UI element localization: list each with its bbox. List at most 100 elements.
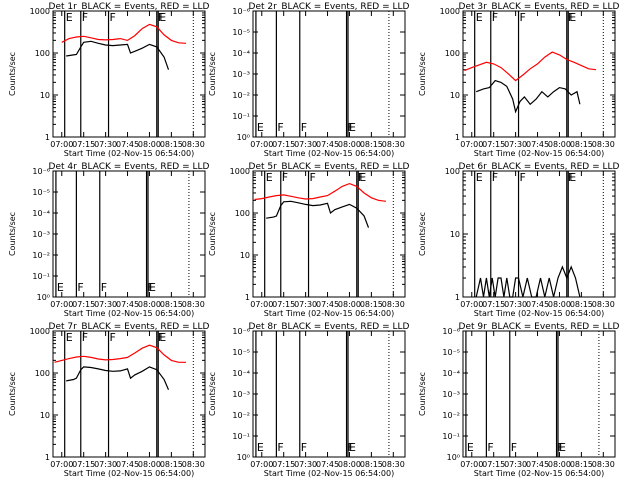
event-marker-label: F <box>77 281 83 294</box>
x-tick-label: 07:30 <box>294 300 317 309</box>
panel-title: Det 9r_BLACK = Events, RED = LLD <box>459 322 620 332</box>
x-tick-label: 08:15 <box>570 140 593 149</box>
x-tick-label: 07:15 <box>72 140 95 149</box>
y-tick-label: 10⁻⁵ <box>442 348 460 357</box>
x-tick-label: 07:45 <box>316 460 339 469</box>
plot-frame <box>252 170 406 298</box>
x-tick-label: 08:30 <box>382 300 405 309</box>
x-tick-label: 07:15 <box>482 460 505 469</box>
y-tick-label: 1 <box>455 293 460 302</box>
y-axis-label: Counts/sec <box>208 372 217 416</box>
y-tick-label: 10⁻² <box>232 91 250 100</box>
event-marker-label: E <box>559 441 566 454</box>
y-tick-label: 10⁻¹ <box>442 432 460 441</box>
detector-panel-1: Det 1r_BLACK = Events, RED = LLD 1 10 100 10… <box>8 2 210 158</box>
x-tick-label: 08:15 <box>160 460 183 469</box>
x-tick-label: 08:15 <box>360 460 383 469</box>
plot-frame <box>52 330 206 458</box>
x-tick-label: 08:15 <box>360 140 383 149</box>
y-tick-label: 10 <box>450 230 460 239</box>
y-tick-label: 100 <box>35 369 50 378</box>
event-marker-label: F <box>148 281 154 294</box>
panel-title: Det 2r_BLACK = Events, RED = LLD <box>249 2 410 12</box>
event-marker-label: E <box>569 11 576 24</box>
event-marker-label: F <box>568 171 574 184</box>
event-marker-label: E <box>257 441 264 454</box>
event-marker-label: E <box>476 171 483 184</box>
y-tick-label: 100 <box>445 167 460 176</box>
x-axis-label: Start Time (02-Nov-15 06:54:00) <box>264 149 394 158</box>
event-marker-label: F <box>82 331 88 344</box>
x-tick-label: 08:15 <box>360 300 383 309</box>
x-tick-label: 08:00 <box>138 460 161 469</box>
x-tick-label: 08:30 <box>182 300 205 309</box>
y-tick-label: 1 <box>245 293 250 302</box>
event-marker-label: E <box>349 441 356 454</box>
event-marker-label: F <box>492 11 498 24</box>
event-marker-label: F <box>301 441 307 454</box>
event-marker-label: F <box>158 331 164 344</box>
event-marker-label: F <box>520 11 526 24</box>
y-tick-label: 10⁻² <box>32 251 50 260</box>
x-tick-label: 08:00 <box>138 140 161 149</box>
event-marker-label: F <box>487 441 493 454</box>
event-marker-label: E <box>476 11 483 24</box>
panel-title: Det 5r_BLACK = Events, RED = LLD <box>249 162 410 172</box>
x-tick-label: 08:00 <box>338 300 361 309</box>
detector-panel-6: Det 6r_BLACK = Events, RED = LLD 1 10 100 Co… <box>418 162 620 318</box>
event-marker-label: E <box>66 11 73 24</box>
event-marker-label: F <box>101 281 107 294</box>
x-tick-label: 08:30 <box>592 140 615 149</box>
y-tick-label: 10⁻⁵ <box>32 188 50 197</box>
detector-panel-4: Det 4r_BLACK = Events, RED = LLD 10⁰ 10⁻¹ 1… <box>8 162 210 318</box>
x-tick-label: 07:15 <box>482 300 505 309</box>
x-tick-label: 08:00 <box>138 300 161 309</box>
detector-panel-2: Det 2r_BLACK = Events, RED = LLD 10⁰ 10⁻¹ 1… <box>208 2 410 158</box>
x-axis-label: Start Time (02-Nov-15 06:54:00) <box>64 469 194 478</box>
x-tick-label: 08:30 <box>182 460 205 469</box>
x-tick-label: 08:15 <box>160 300 183 309</box>
event-marker-label: E <box>66 331 73 344</box>
y-tick-label: 10⁻⁶ <box>232 327 250 336</box>
x-tick-label: 07:30 <box>94 460 117 469</box>
y-axis-label: Counts/sec <box>208 52 217 96</box>
y-axis-label: Counts/sec <box>418 372 427 416</box>
x-tick-label: 08:30 <box>182 140 205 149</box>
y-tick-label: 10⁻⁶ <box>232 7 250 16</box>
x-axis-label: Start Time (02-Nov-15 06:54:00) <box>264 469 394 478</box>
y-axis-label: Counts/sec <box>208 212 217 256</box>
x-tick-label: 07:30 <box>504 300 527 309</box>
event-marker-label: F <box>358 171 364 184</box>
y-tick-label: 1 <box>455 133 460 142</box>
event-marker-label: F <box>158 11 164 24</box>
detector-panel-9: Det 9r_BLACK = Events, RED = LLD 10⁰ 10⁻¹ 1… <box>418 322 620 478</box>
plot-frame <box>52 10 206 138</box>
x-tick-label: 07:00 <box>50 460 73 469</box>
event-marker-label: F <box>511 441 517 454</box>
panel-title: Det 6r_BLACK = Events, RED = LLD <box>459 162 620 172</box>
event-marker-label: F <box>310 171 316 184</box>
x-tick-label: 07:00 <box>50 140 73 149</box>
y-tick-label: 10⁻² <box>442 411 460 420</box>
y-axis-label: Counts/sec <box>8 52 17 96</box>
x-tick-label: 08:00 <box>548 140 571 149</box>
y-tick-label: 1 <box>45 453 50 462</box>
event-marker-label: F <box>348 441 354 454</box>
lld-series-line <box>61 23 187 44</box>
y-tick-label: 10⁻³ <box>232 390 250 399</box>
y-tick-label: 10⁻⁴ <box>232 369 250 378</box>
lld-series-line <box>464 51 597 82</box>
y-tick-label: 100 <box>235 209 250 218</box>
event-marker-label: E <box>159 331 166 344</box>
x-tick-label: 07:30 <box>504 460 527 469</box>
x-axis-label: Start Time (02-Nov-15 06:54:00) <box>64 309 194 318</box>
x-tick-label: 07:00 <box>250 460 273 469</box>
y-tick-label: 10⁻⁵ <box>232 28 250 37</box>
y-tick-label: 10⁻⁵ <box>232 348 250 357</box>
x-axis-label: Start Time (02-Nov-15 06:54:00) <box>474 149 604 158</box>
x-tick-label: 08:30 <box>592 460 615 469</box>
x-tick-label: 08:00 <box>548 300 571 309</box>
x-tick-label: 07:30 <box>294 460 317 469</box>
y-tick-label: 10⁻⁴ <box>232 49 250 58</box>
y-tick-label: 10⁻⁴ <box>32 209 50 218</box>
